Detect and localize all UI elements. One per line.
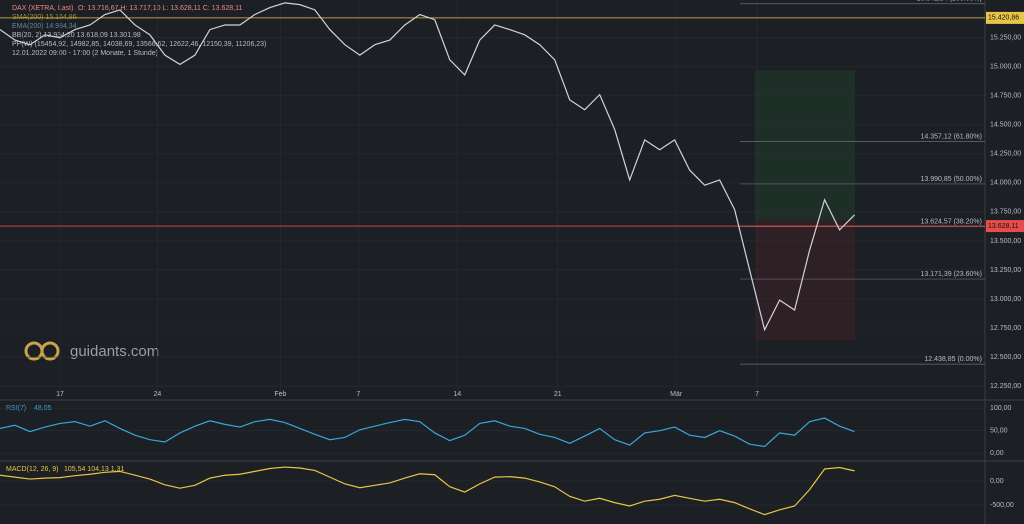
price-badge-label: 13.628,11 bbox=[988, 223, 1019, 230]
indicator: SMA(200) 15.164,86 bbox=[12, 14, 77, 21]
y-tick-label: 15.000,00 bbox=[990, 64, 1021, 71]
y-tick-label: 13.000,00 bbox=[990, 296, 1021, 303]
x-tick-label: Feb bbox=[274, 391, 286, 398]
series-line bbox=[0, 466, 855, 516]
x-tick-label: 14 bbox=[453, 391, 461, 398]
y-tick-label: 12.250,00 bbox=[990, 383, 1021, 390]
y-tick-label: 14.000,00 bbox=[990, 180, 1021, 187]
fib-label: 12.438,85 (0.00%) bbox=[924, 356, 982, 363]
x-tick-label: Mär bbox=[670, 391, 683, 398]
y-tick-label: 13.750,00 bbox=[990, 209, 1021, 216]
y-tick-label: -500,00 bbox=[990, 502, 1014, 509]
legend: DAX (XETRA, Last) O: 13.716,67 H: 13.717… bbox=[12, 5, 266, 57]
logo bbox=[40, 341, 60, 361]
indicator: 12.01.2022 09:00 - 17:00 (2 Monate, 1 St… bbox=[12, 50, 158, 57]
x-tick-label: 17 bbox=[56, 391, 64, 398]
y-tick-label: 13.500,00 bbox=[990, 238, 1021, 245]
fib-label: 14.357,12 (61.80%) bbox=[921, 133, 983, 140]
stop-zone bbox=[755, 220, 855, 340]
y-tick-label: 0,00 bbox=[990, 450, 1004, 457]
y-tick-label: 14.250,00 bbox=[990, 151, 1021, 158]
series-line bbox=[0, 417, 855, 448]
y-tick-label: 50,00 bbox=[990, 428, 1008, 435]
price-badge bbox=[986, 11, 1024, 24]
fib-label: 13.624,57 (38.20%) bbox=[921, 218, 983, 225]
ohlc: O: 13.716,67 H: 13.717,10 L: 13.628,11 C… bbox=[78, 5, 242, 12]
watermark: guidants.com bbox=[70, 343, 159, 360]
y-tick-label: 100,00 bbox=[990, 405, 1012, 412]
macd-value: 105,54 104,13 1,31 bbox=[64, 466, 124, 473]
price-badge-label: 15.420,86 bbox=[988, 15, 1019, 22]
y-tick-label: 13.250,00 bbox=[990, 267, 1021, 274]
fib-label: 13.171,39 (23.60%) bbox=[921, 271, 983, 278]
indicator: BB(20, 2) 13.934,20 13.618,09 13.301,98 bbox=[12, 32, 141, 39]
x-tick-label: 7 bbox=[356, 391, 360, 398]
y-tick-label: 14.750,00 bbox=[990, 93, 1021, 100]
y-tick-label: 14.500,00 bbox=[990, 122, 1021, 129]
indicator: EMA(200) 14.984,34 bbox=[12, 23, 77, 30]
fib-label: 13.990,85 (50.00%) bbox=[921, 176, 983, 183]
symbol: DAX (XETRA, Last) bbox=[12, 5, 73, 12]
x-tick-label: 7 bbox=[755, 391, 759, 398]
fib-label: 15.542,84 (100.00%) bbox=[917, 0, 982, 3]
target-zone bbox=[755, 70, 855, 220]
indicator: PP(W) (15454,92, 14982,85, 14038,69, 135… bbox=[12, 41, 266, 48]
x-tick-label: 24 bbox=[154, 391, 162, 398]
y-tick-label: 12.750,00 bbox=[990, 325, 1021, 332]
price-badge bbox=[986, 220, 1024, 233]
x-tick-label: 21 bbox=[554, 391, 562, 398]
macd-name: MACD(12, 26, 9) bbox=[6, 466, 59, 473]
y-tick-label: 15.250,00 bbox=[990, 35, 1021, 42]
y-tick-label: 12.500,00 bbox=[990, 354, 1021, 361]
y-tick-label: 0,00 bbox=[990, 478, 1004, 485]
series-line bbox=[0, 2, 855, 332]
